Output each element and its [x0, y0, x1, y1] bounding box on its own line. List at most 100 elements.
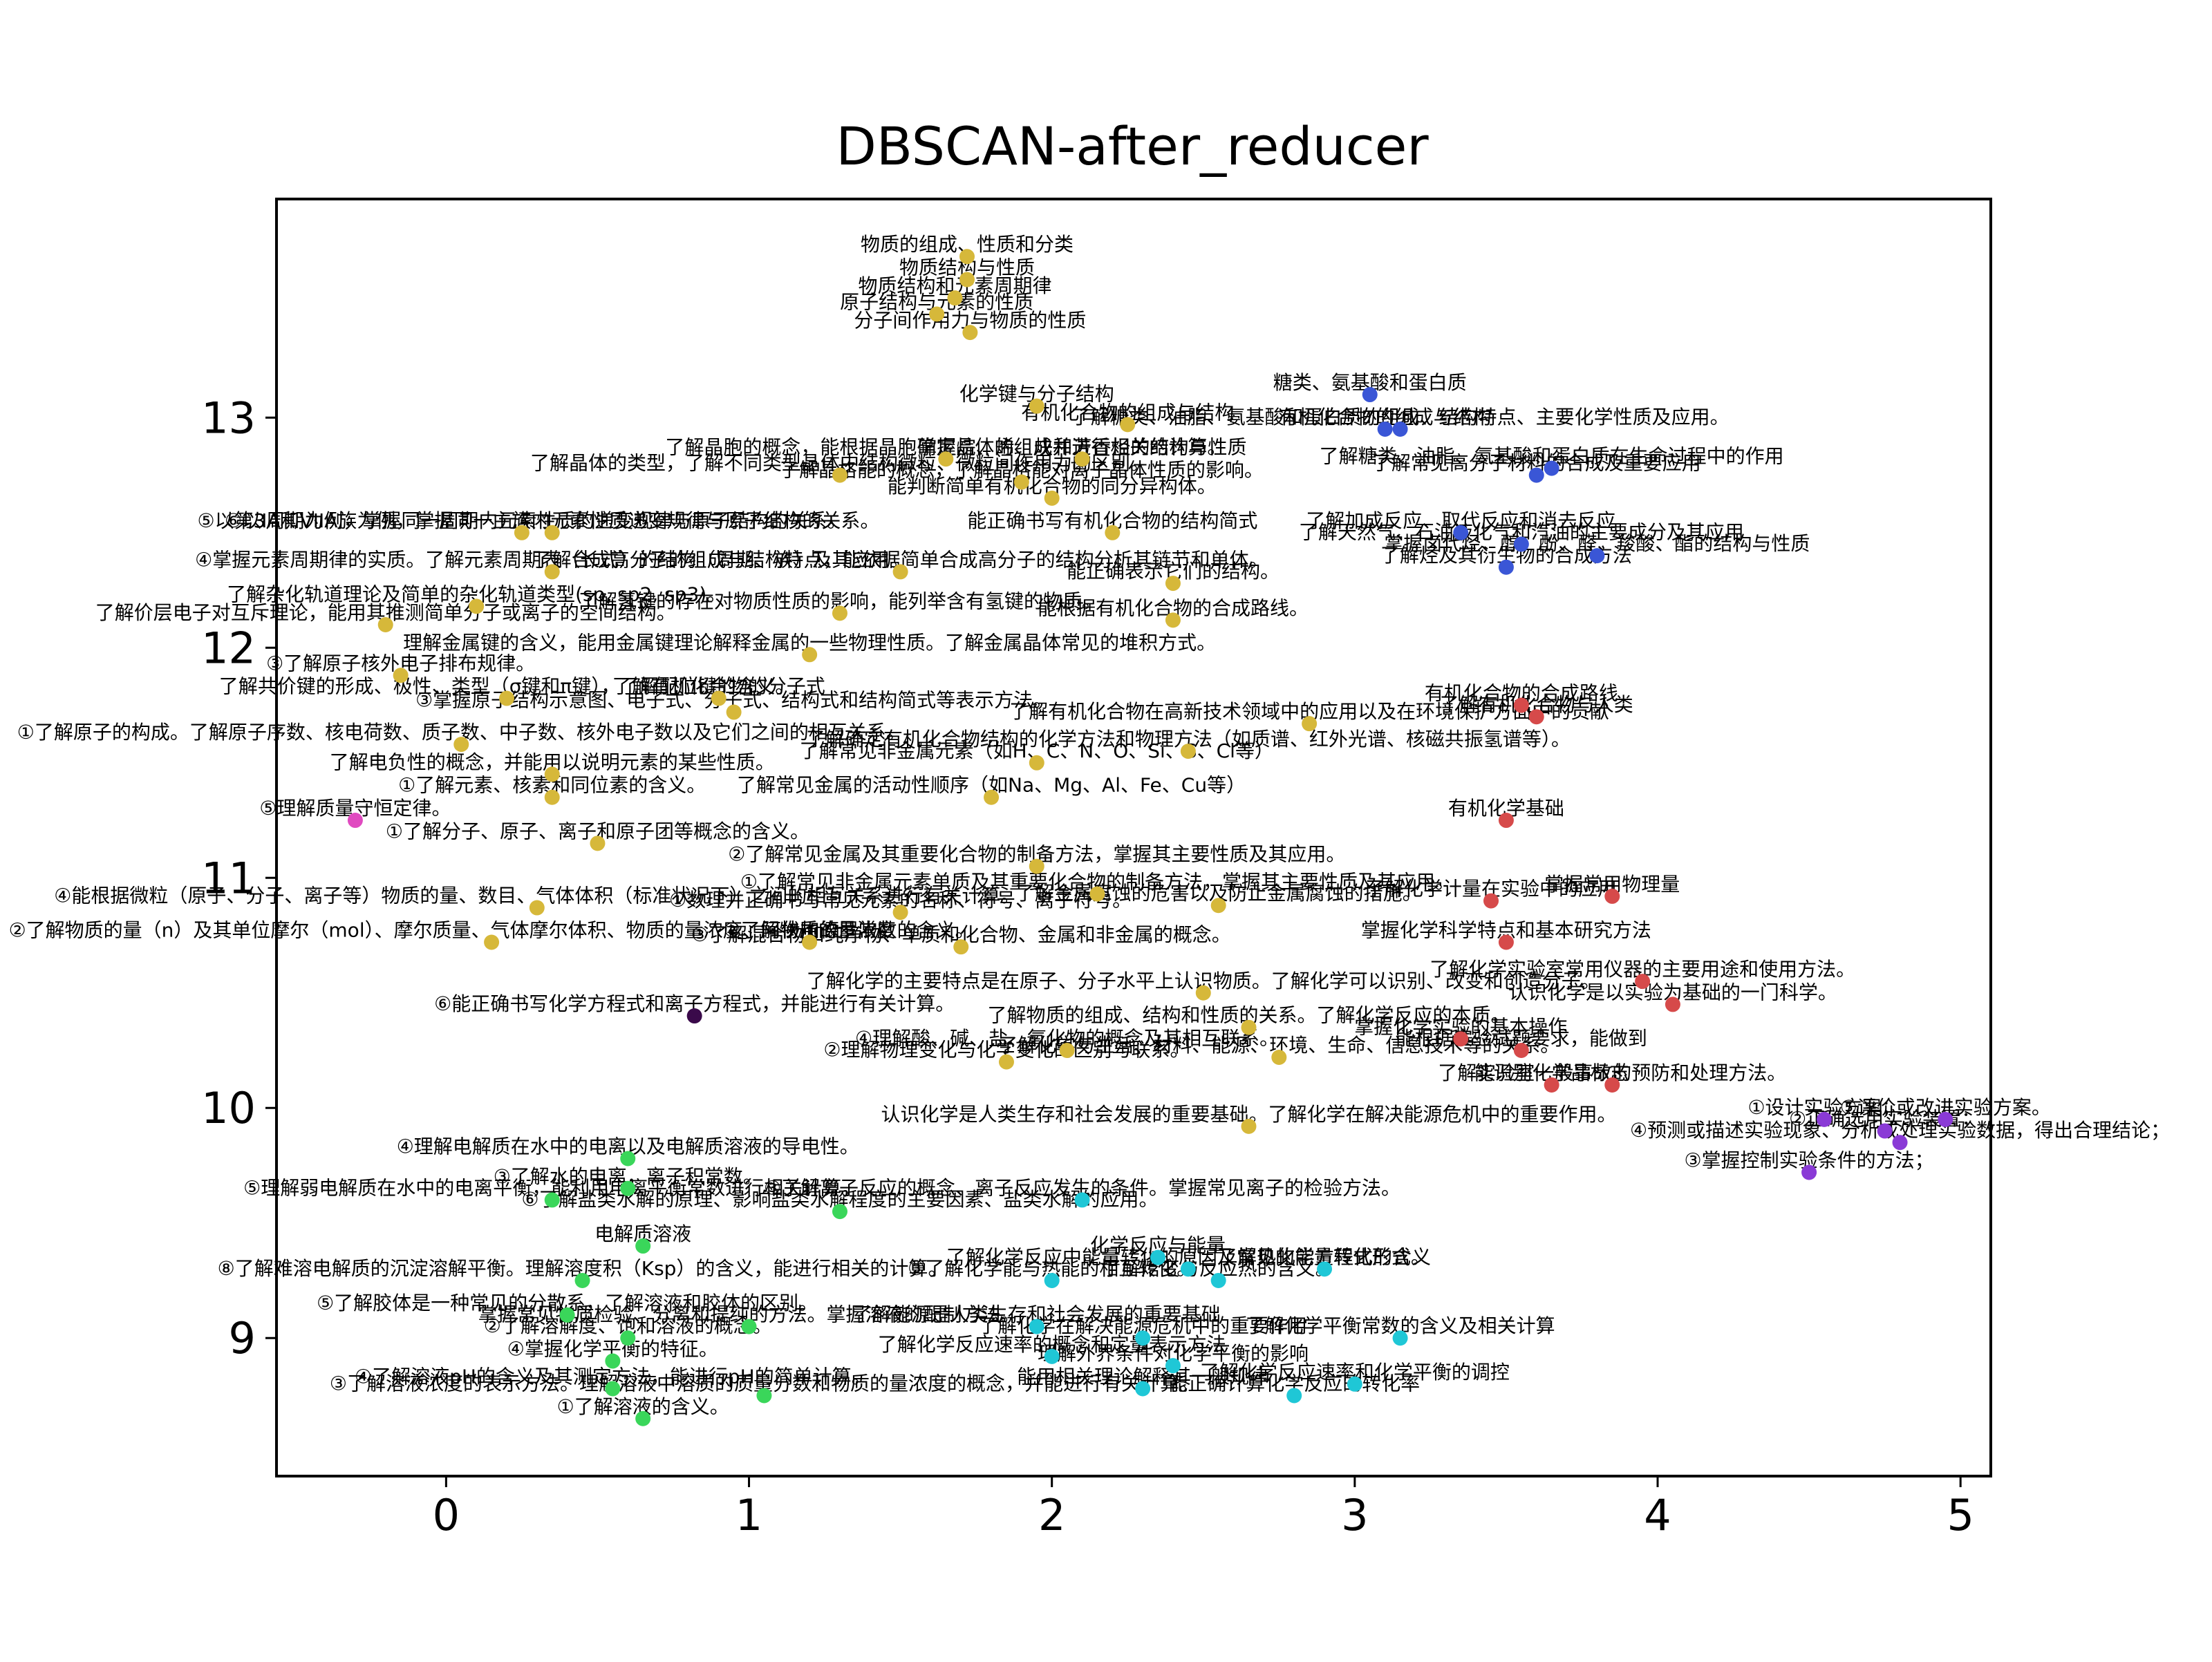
scatter-point: [1044, 1272, 1060, 1288]
scatter-point: [959, 272, 975, 287]
scatter-point: [1392, 1330, 1408, 1346]
scatter-point: [544, 766, 560, 782]
scatter-point: [953, 939, 969, 955]
scatter-point: [1513, 1043, 1529, 1058]
scatter-point: [1089, 886, 1105, 902]
y-tick-label: 12: [201, 623, 256, 673]
scatter-point: [1589, 548, 1605, 564]
scatter-point: [1165, 612, 1181, 628]
scatter-point: [1271, 1049, 1287, 1065]
scatter-point: [1195, 985, 1211, 1001]
y-axis: 9 10 11 12 13: [201, 393, 276, 1363]
scatter-point: [1241, 1019, 1257, 1035]
scatter-point: [1453, 525, 1469, 540]
scatter-point: [1150, 1249, 1166, 1265]
plot-area-frame: [275, 198, 1992, 1477]
scatter-point: [1877, 1123, 1893, 1139]
scatter-point: [1210, 1272, 1226, 1288]
scatter-point: [544, 789, 560, 805]
scatter-point: [620, 1330, 636, 1346]
scatter-point: [962, 325, 978, 341]
scatter-point: [947, 290, 963, 306]
scatter-point: [1165, 1358, 1181, 1374]
scatter-point: [686, 1008, 702, 1024]
scatter-point: [1817, 1111, 1833, 1127]
scatter-point: [802, 647, 818, 663]
scatter-point: [1483, 893, 1499, 909]
x-tick-label: 2: [1038, 1490, 1065, 1540]
scatter-point: [1180, 744, 1196, 759]
x-tick-label: 0: [433, 1490, 460, 1540]
scatter-point: [938, 451, 954, 467]
scatter-point: [1302, 716, 1318, 732]
scatter-point: [832, 467, 847, 483]
chart-title: DBSCAN-after_reducer: [836, 115, 1429, 177]
scatter-point: [756, 1388, 772, 1404]
scatter-point: [544, 525, 560, 540]
scatter-point: [635, 1410, 651, 1426]
scatter-point: [453, 737, 469, 753]
scatter-point: [1165, 576, 1181, 592]
scatter-point: [1635, 974, 1651, 990]
scatter-point: [726, 704, 742, 720]
scatter-point: [1044, 490, 1060, 506]
scatter-point: [711, 690, 727, 706]
scatter-point: [1498, 559, 1514, 575]
scatter-point: [832, 1204, 847, 1220]
scatter-point: [1241, 1118, 1257, 1134]
scatter-point: [1604, 888, 1620, 904]
scatter-point: [620, 1151, 636, 1167]
scatter-point: [1029, 1319, 1044, 1334]
scatter-point: [984, 789, 1000, 805]
scatter-point: [1528, 467, 1544, 483]
scatter-point: [1074, 451, 1090, 467]
scatter-point: [1180, 1261, 1196, 1277]
scatter-point: [377, 617, 393, 632]
scatter-point: [1059, 1043, 1075, 1058]
scatter-point: [1029, 398, 1044, 414]
scatter-point: [1498, 813, 1514, 829]
scatter-point: [802, 934, 818, 950]
scatter-point: [590, 835, 606, 851]
scatter-point: [620, 1180, 636, 1196]
y-tick-label: 13: [201, 393, 256, 443]
scatter-point: [1120, 417, 1136, 433]
scatter-point: [1074, 1192, 1090, 1208]
x-tick-label: 5: [1947, 1490, 1974, 1540]
x-axis: 0 1 2 3 4 5: [433, 1476, 1974, 1540]
scatter-point: [1362, 387, 1378, 403]
scatter-point: [1892, 1135, 1908, 1151]
scatter-point: [1544, 1077, 1559, 1093]
scatter-point: [998, 1054, 1014, 1070]
scatter-point: [1013, 474, 1029, 490]
scatter-point: [1317, 1261, 1333, 1277]
y-tick-label: 10: [201, 1083, 256, 1133]
scatter-point: [635, 1238, 651, 1254]
scatter-point: [1377, 421, 1393, 437]
scatter-point: [1453, 1031, 1469, 1047]
scatter-point: [1938, 1111, 1953, 1127]
scatter-point: [1513, 536, 1529, 552]
scatter-point: [574, 1272, 590, 1288]
scatter-point: [892, 905, 908, 920]
scatter-point: [605, 1381, 621, 1397]
scatter-point: [892, 564, 908, 580]
scatter-point: [929, 306, 945, 322]
scatter-point: [529, 900, 545, 916]
scatter-point: [1604, 1077, 1620, 1093]
scatter-point: [959, 249, 975, 265]
scatter-point: [1044, 1348, 1060, 1364]
scatter-point: [1029, 755, 1044, 771]
scatter-point: [484, 934, 500, 950]
scatter-point: [1528, 709, 1544, 725]
scatter-point: [1498, 934, 1514, 950]
y-tick-label: 9: [229, 1313, 256, 1363]
scatter-point: [1665, 997, 1680, 1012]
scatter-point: [1286, 1388, 1302, 1404]
data-points: [347, 249, 1953, 1426]
x-tick-label: 1: [735, 1490, 762, 1540]
scatter-point: [1347, 1376, 1362, 1392]
scatter-point: [832, 605, 847, 621]
